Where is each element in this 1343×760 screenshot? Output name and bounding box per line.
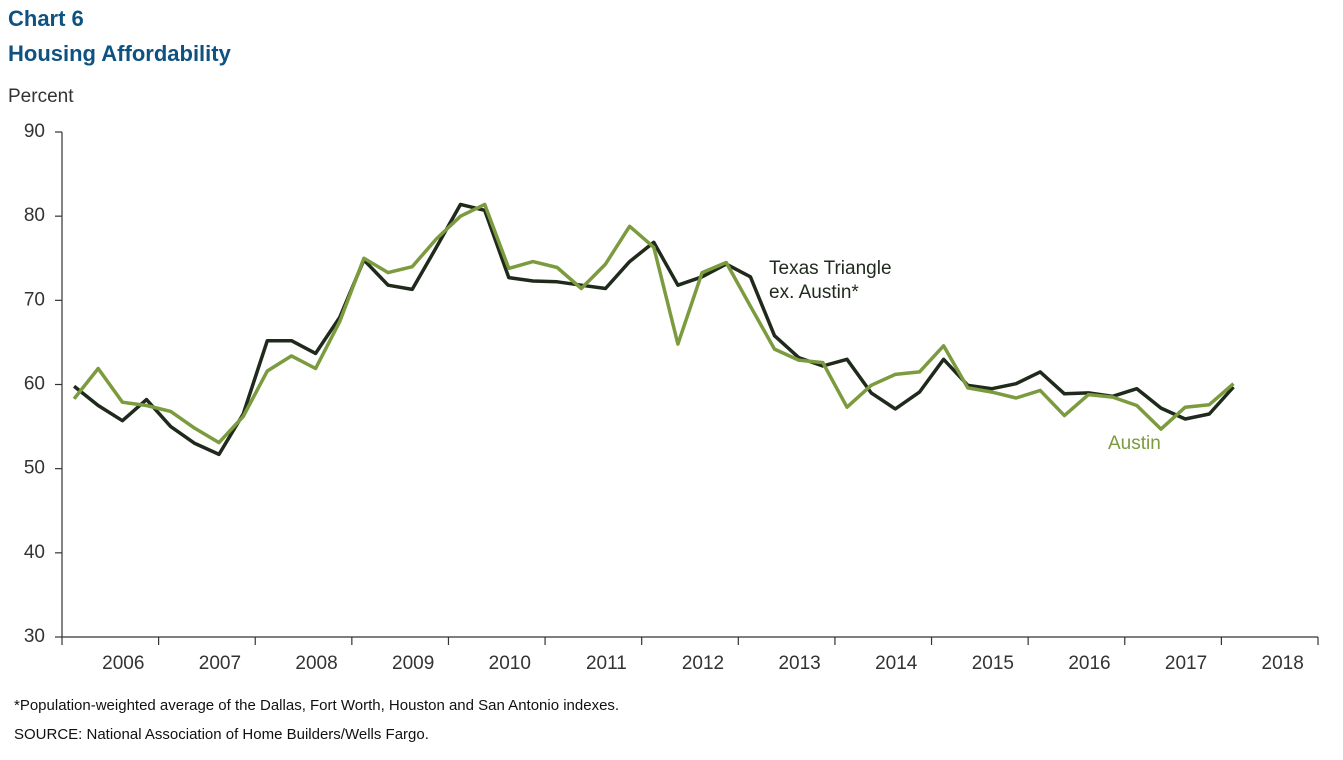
series-line: [72, 202, 1235, 445]
y-tick-label: 80: [24, 205, 45, 226]
y-tick-label: 30: [24, 626, 45, 647]
x-tick-label: 2006: [102, 653, 144, 674]
y-axis-label: Percent: [8, 86, 74, 107]
series-line: [73, 202, 1235, 457]
x-tick-label: 2014: [875, 653, 918, 674]
chart-title: Chart 6: [8, 6, 84, 31]
footnote: *Population-weighted average of the Dall…: [14, 697, 619, 714]
series-label: ex. Austin*: [769, 282, 859, 303]
x-tick-label: 2011: [586, 653, 627, 674]
x-tick-label: 2010: [489, 653, 531, 674]
y-tick-label: 70: [24, 289, 45, 310]
y-tick-label: 50: [24, 458, 45, 479]
x-tick-label: 2018: [1262, 653, 1304, 674]
x-tick-label: 2009: [392, 653, 434, 674]
x-tick-label: 2007: [199, 653, 241, 674]
y-tick-label: 60: [24, 374, 45, 395]
x-tick-label: 2012: [682, 653, 724, 674]
chart-subtitle: Housing Affordability: [8, 41, 232, 66]
x-tick-label: 2015: [972, 653, 1014, 674]
source: SOURCE: National Association of Home Bui…: [14, 726, 429, 743]
series-label: Texas Triangle: [769, 258, 892, 279]
y-tick-label: 90: [24, 121, 45, 142]
x-tick-label: 2016: [1068, 653, 1110, 674]
x-tick-label: 2017: [1165, 653, 1207, 674]
y-tick-label: 40: [24, 542, 45, 563]
x-tick-label: 2008: [295, 653, 337, 674]
series-label: Austin: [1108, 433, 1161, 454]
x-tick-label: 2013: [778, 653, 820, 674]
